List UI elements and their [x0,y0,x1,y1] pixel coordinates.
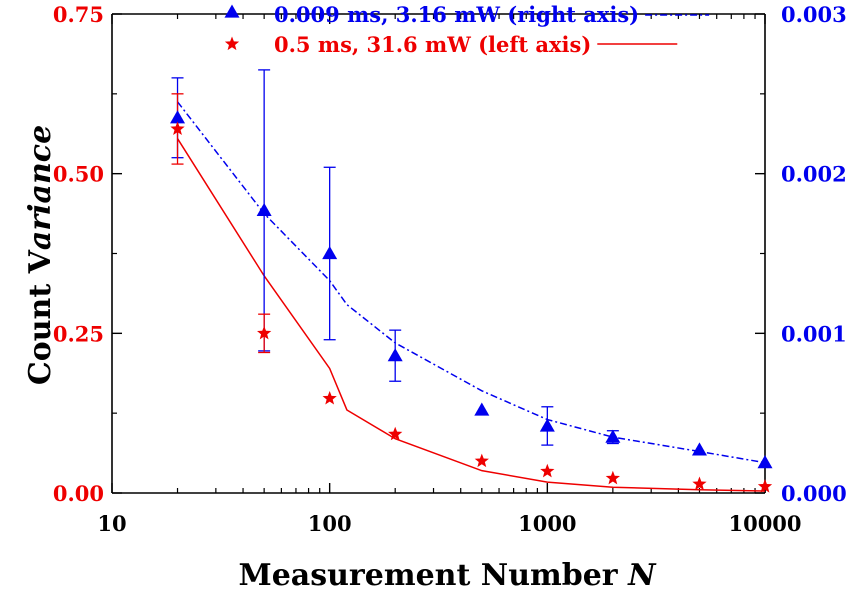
legend-marker-triangle [224,4,240,18]
y-right-tick-label: 0.002 [781,162,847,187]
error-bars-group [171,69,619,446]
data-point-triangle [691,442,707,456]
y-left-tick-label: 0.00 [53,481,104,506]
legend-marker-star [224,36,240,51]
data-point-triangle [256,202,272,217]
data-point-star [388,426,403,441]
tick-labels-group: 10 100 1000 10000 0.00 0.25 0.50 0.75 0.000 0.001… [53,2,847,536]
y-left-tick-label: 0.75 [53,2,104,27]
x-axis-title: Measurement Number N [239,558,658,593]
fit-line-left [176,138,766,492]
y-axis-title: Count Variance [23,125,58,385]
data-point-star [257,325,272,340]
fit-lines-group [176,14,766,492]
x-tick-label: 10000 [728,511,801,536]
axes-frame-group [111,13,766,494]
data-point-triangle [387,348,403,362]
y-left-tick-label: 0.25 [53,321,104,346]
legend: 0.009 ms, 3.16 mW (right axis) 0.5 ms, 3… [274,2,639,57]
data-point-triangle [605,429,621,443]
data-point-star [474,453,489,468]
data-point-triangle [757,455,773,469]
x-tick-label: 1000 [518,511,576,536]
data-points-group [170,4,773,493]
legend-label-red: 0.5 ms, 31.6 mW (left axis) [274,32,591,57]
data-point-triangle [539,418,555,432]
x-tick-label: 10 [97,511,126,536]
data-point-triangle [474,402,490,416]
data-point-star [757,479,773,493]
data-point-star [322,390,337,405]
y-right-tick-label: 0.003 [781,2,847,27]
data-point-triangle [170,110,186,124]
data-point-triangle [322,246,338,260]
data-point-star [170,121,185,136]
y-left-tick-label: 0.50 [53,162,104,187]
legend-label-blue: 0.009 ms, 3.16 mW (right axis) [274,2,639,27]
data-point-star [692,476,707,491]
fit-line-right [176,101,766,464]
x-tick-label: 100 [308,511,352,536]
data-point-star [540,463,555,478]
y-right-tick-label: 0.001 [781,321,847,346]
data-point-star [605,470,620,485]
y-right-tick-label: 0.000 [781,481,847,506]
